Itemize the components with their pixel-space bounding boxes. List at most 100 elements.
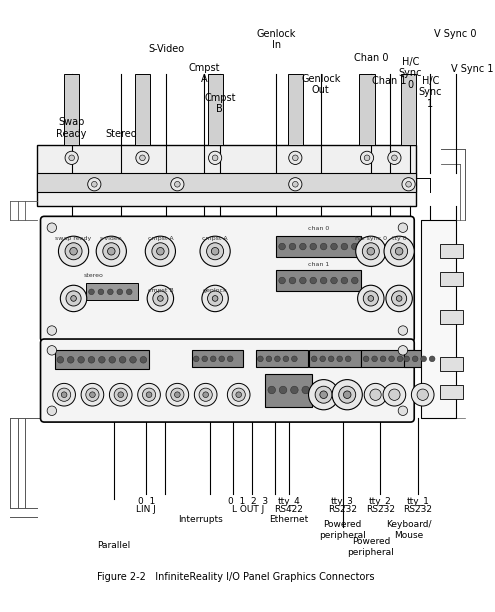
Circle shape xyxy=(392,155,397,161)
Text: cmpst A: cmpst A xyxy=(148,236,173,242)
Circle shape xyxy=(171,177,184,191)
Circle shape xyxy=(212,296,218,301)
Circle shape xyxy=(65,243,82,259)
Circle shape xyxy=(67,356,74,363)
Circle shape xyxy=(47,346,56,355)
Circle shape xyxy=(289,151,302,165)
Bar xyxy=(440,272,463,286)
Circle shape xyxy=(118,392,124,398)
Circle shape xyxy=(308,379,339,410)
Bar xyxy=(276,270,361,291)
Circle shape xyxy=(412,356,418,362)
Text: s-video: s-video xyxy=(100,236,123,242)
Bar xyxy=(86,283,138,300)
Circle shape xyxy=(383,383,406,406)
Text: Keyboard/
Mouse: Keyboard/ Mouse xyxy=(386,520,431,540)
Bar xyxy=(421,220,456,418)
Circle shape xyxy=(70,247,77,255)
Circle shape xyxy=(279,386,287,394)
Text: H/C
Sync
1: H/C Sync 1 xyxy=(418,76,442,109)
Circle shape xyxy=(337,356,343,362)
Text: swap ready: swap ready xyxy=(55,236,92,242)
Bar xyxy=(276,236,361,257)
Text: RS232: RS232 xyxy=(366,505,395,514)
Circle shape xyxy=(257,356,263,362)
Circle shape xyxy=(140,356,147,363)
Circle shape xyxy=(351,277,358,284)
Text: RS232: RS232 xyxy=(403,505,433,514)
Circle shape xyxy=(126,289,132,294)
Bar xyxy=(64,74,79,144)
Circle shape xyxy=(279,277,286,284)
Circle shape xyxy=(212,155,218,161)
Text: RS422: RS422 xyxy=(274,505,303,514)
Circle shape xyxy=(397,356,403,362)
Text: cmpst A: cmpst A xyxy=(202,236,228,242)
Bar xyxy=(309,350,361,367)
Text: chan 0: chan 0 xyxy=(308,226,330,231)
Bar xyxy=(37,144,416,206)
Circle shape xyxy=(98,289,104,294)
Circle shape xyxy=(268,386,276,394)
Circle shape xyxy=(320,356,326,362)
Circle shape xyxy=(363,291,378,306)
Text: 0  1: 0 1 xyxy=(138,496,155,506)
Circle shape xyxy=(391,243,407,259)
Circle shape xyxy=(302,386,309,394)
Text: L OUT J: L OUT J xyxy=(232,505,264,514)
Circle shape xyxy=(398,406,407,416)
Circle shape xyxy=(157,296,163,301)
Circle shape xyxy=(69,155,75,161)
Text: h/c sync 0: h/c sync 0 xyxy=(355,236,387,242)
FancyBboxPatch shape xyxy=(41,339,414,422)
Bar xyxy=(265,374,312,407)
Text: Genlock
In: Genlock In xyxy=(257,29,296,50)
Circle shape xyxy=(398,326,407,335)
Circle shape xyxy=(53,383,75,406)
Circle shape xyxy=(344,391,351,398)
Bar xyxy=(440,386,463,400)
Text: tty 0: tty 0 xyxy=(392,236,406,242)
Circle shape xyxy=(227,383,250,406)
Text: Chan 0: Chan 0 xyxy=(353,53,388,63)
Circle shape xyxy=(109,356,115,363)
Circle shape xyxy=(47,326,56,335)
Circle shape xyxy=(299,243,306,250)
Circle shape xyxy=(283,356,289,362)
Bar xyxy=(37,173,416,192)
Text: Parallel: Parallel xyxy=(98,541,131,550)
Bar xyxy=(404,350,451,367)
Bar xyxy=(256,350,307,367)
Circle shape xyxy=(202,285,228,312)
Circle shape xyxy=(114,388,127,401)
Bar xyxy=(207,74,223,144)
Circle shape xyxy=(341,243,347,250)
Circle shape xyxy=(81,383,104,406)
Circle shape xyxy=(299,277,306,284)
Circle shape xyxy=(362,243,379,259)
Circle shape xyxy=(57,388,71,401)
Circle shape xyxy=(57,356,64,363)
Circle shape xyxy=(156,247,164,255)
Circle shape xyxy=(96,236,126,266)
Circle shape xyxy=(315,386,332,403)
Circle shape xyxy=(199,388,212,401)
Circle shape xyxy=(404,356,409,362)
Circle shape xyxy=(208,151,222,165)
Circle shape xyxy=(88,177,101,191)
Circle shape xyxy=(107,289,113,294)
Circle shape xyxy=(194,356,199,362)
Circle shape xyxy=(266,356,272,362)
Bar xyxy=(421,220,456,418)
Circle shape xyxy=(107,247,115,255)
Circle shape xyxy=(195,383,217,406)
Circle shape xyxy=(152,243,169,259)
Circle shape xyxy=(279,243,286,250)
Text: stereo: stereo xyxy=(84,274,103,278)
Circle shape xyxy=(311,356,317,362)
Circle shape xyxy=(384,236,414,266)
Circle shape xyxy=(47,223,56,233)
Circle shape xyxy=(417,389,428,400)
Circle shape xyxy=(175,392,180,398)
Circle shape xyxy=(211,247,219,255)
